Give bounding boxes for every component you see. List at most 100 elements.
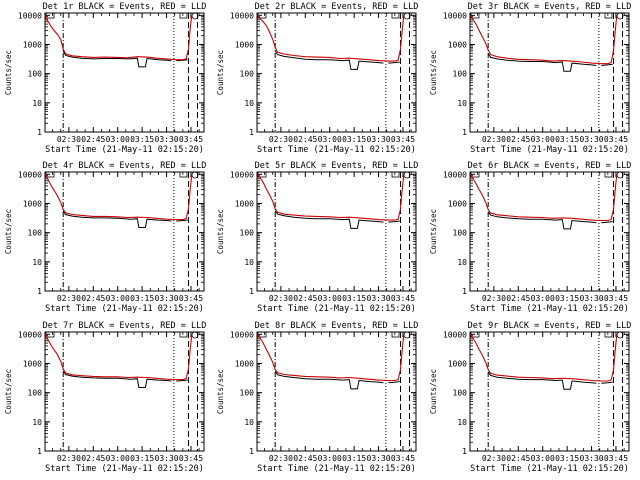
y-tick-label: 1000: [235, 359, 254, 368]
y-tick-label: 1: [37, 287, 42, 296]
x-tick-label: 02:30: [482, 454, 506, 463]
y-tick-label: 100: [453, 229, 468, 238]
plot-frame: [256, 171, 417, 292]
x-tick-label: 03:30: [155, 294, 179, 303]
top-right-box-marker: [179, 12, 188, 19]
x-tick-label: 02:30: [57, 135, 81, 144]
series-events-line: [274, 210, 384, 229]
x-tick-label: 03:00: [531, 454, 555, 463]
series-events-line: [487, 211, 597, 230]
x-axis-label: Start Time (21-May-11 02:15:20): [257, 464, 416, 474]
y-tick-label: 1: [37, 447, 42, 456]
series-events-line: [487, 53, 597, 72]
y-axis-label: Counts/sec: [216, 209, 225, 254]
plot-frame: [256, 12, 417, 133]
series-events-line: [274, 371, 384, 390]
y-tick-label: 1: [37, 128, 42, 137]
panel-det-2: Det 2r BLACK = Events, RED = LLD 1 10 100 10…: [216, 2, 418, 155]
top-right-box-marker: [391, 171, 400, 178]
y-tick-label: 10: [32, 418, 42, 427]
x-tick-label: 03:45: [604, 454, 628, 463]
x-tick-label: 03:45: [179, 454, 203, 463]
series-events-tail-line: [601, 63, 613, 66]
y-tick-label: 1000: [235, 199, 254, 208]
x-tick-label: 02:45: [506, 135, 530, 144]
y-tick-label: 10: [457, 258, 467, 267]
top-right-box-marker: [604, 12, 613, 19]
panel-det-7: Det 7r BLACK = Events, RED = LLD 1 10 100 10…: [4, 321, 206, 474]
x-axis-label: Start Time (21-May-11 02:15:20): [45, 145, 204, 155]
panel-title: Det 9r BLACK = Events, RED = LLD: [468, 321, 632, 331]
x-tick-label: 02:45: [506, 454, 530, 463]
top-left-box-marker: [45, 12, 55, 19]
y-tick-label: 100: [28, 229, 43, 238]
y-tick-label: 10000: [443, 330, 467, 339]
series-lld-line: [469, 333, 618, 382]
x-axis-label: Start Time (21-May-11 02:15:20): [470, 304, 629, 314]
panel-det-5: Det 5r BLACK = Events, RED = LLD 1 10 100 10…: [216, 161, 418, 314]
x-tick-label: 03:30: [367, 135, 391, 144]
x-axis-label: Start Time (21-May-11 02:15:20): [257, 304, 416, 314]
x-axis-label: Start Time (21-May-11 02:15:20): [470, 464, 629, 474]
x-axis-label: Start Time (21-May-11 02:15:20): [470, 145, 629, 155]
series-events-tail-line: [601, 221, 613, 224]
panel-det-4: Det 4r BLACK = Events, RED = LLD 1 10 100 10…: [4, 161, 206, 314]
x-tick-label: 03:30: [155, 135, 179, 144]
y-axis-label: Counts/sec: [216, 369, 225, 414]
x-tick-label: 03:45: [179, 135, 203, 144]
x-tick-label: 02:45: [81, 294, 105, 303]
plot-frame: [44, 171, 205, 292]
x-tick-label: 03:45: [604, 135, 628, 144]
y-axis-label: Counts/sec: [429, 369, 438, 414]
x-axis-label: Start Time (21-May-11 02:15:20): [45, 304, 204, 314]
x-tick-label: 03:00: [106, 454, 130, 463]
series-events-tail-line: [388, 61, 400, 64]
plot-frame: [469, 171, 630, 292]
x-tick-label: 02:30: [269, 135, 293, 144]
series-lld-line: [44, 15, 193, 61]
y-tick-label: 10: [244, 99, 254, 108]
x-tick-label: 03:00: [318, 135, 342, 144]
x-tick-label: 03:00: [106, 294, 130, 303]
plot-frame: [44, 331, 205, 452]
panel-title: Det 1r BLACK = Events, RED = LLD: [43, 2, 207, 12]
y-tick-label: 1000: [235, 40, 254, 49]
panel-title: Det 3r BLACK = Events, RED = LLD: [468, 2, 632, 12]
y-tick-label: 100: [28, 70, 43, 79]
y-tick-label: 10000: [230, 330, 254, 339]
series-lld-line: [469, 15, 618, 65]
x-tick-label: 02:45: [81, 454, 105, 463]
x-tick-label: 02:45: [81, 135, 105, 144]
x-tick-label: 03:15: [130, 454, 154, 463]
series-events-tail-line: [176, 379, 188, 382]
plot-frame: [469, 12, 630, 133]
top-right-box-marker: [179, 331, 188, 338]
x-axis-label: Start Time (21-May-11 02:15:20): [45, 464, 204, 474]
x-tick-label: 03:45: [179, 294, 203, 303]
series-lld-line: [256, 333, 405, 382]
panel-det-9: Det 9r BLACK = Events, RED = LLD 1 10 100 10…: [429, 321, 631, 474]
x-tick-label: 02:45: [506, 294, 530, 303]
y-tick-label: 10000: [230, 11, 254, 20]
y-axis-label: Counts/sec: [4, 209, 13, 254]
y-axis-label: Counts/sec: [4, 369, 13, 414]
top-right-box-marker: [391, 331, 400, 338]
x-tick-label: 02:30: [482, 294, 506, 303]
y-tick-label: 1000: [23, 199, 42, 208]
y-tick-label: 1: [462, 128, 467, 137]
x-tick-label: 03:00: [531, 135, 555, 144]
y-tick-label: 10: [32, 99, 42, 108]
y-tick-label: 1000: [23, 359, 42, 368]
series-events-tail-line: [388, 381, 400, 384]
y-tick-label: 100: [240, 70, 255, 79]
x-tick-label: 03:45: [604, 294, 628, 303]
y-tick-label: 10000: [18, 330, 42, 339]
x-tick-label: 03:30: [580, 294, 604, 303]
panel-det-6: Det 6r BLACK = Events, RED = LLD 1 10 100 10…: [429, 161, 631, 314]
series-events-line: [62, 50, 172, 68]
y-tick-label: 100: [453, 70, 468, 79]
series-events-tail-line: [601, 381, 613, 384]
x-tick-label: 03:15: [342, 135, 366, 144]
series-events-line: [274, 50, 384, 70]
y-tick-label: 10: [457, 99, 467, 108]
